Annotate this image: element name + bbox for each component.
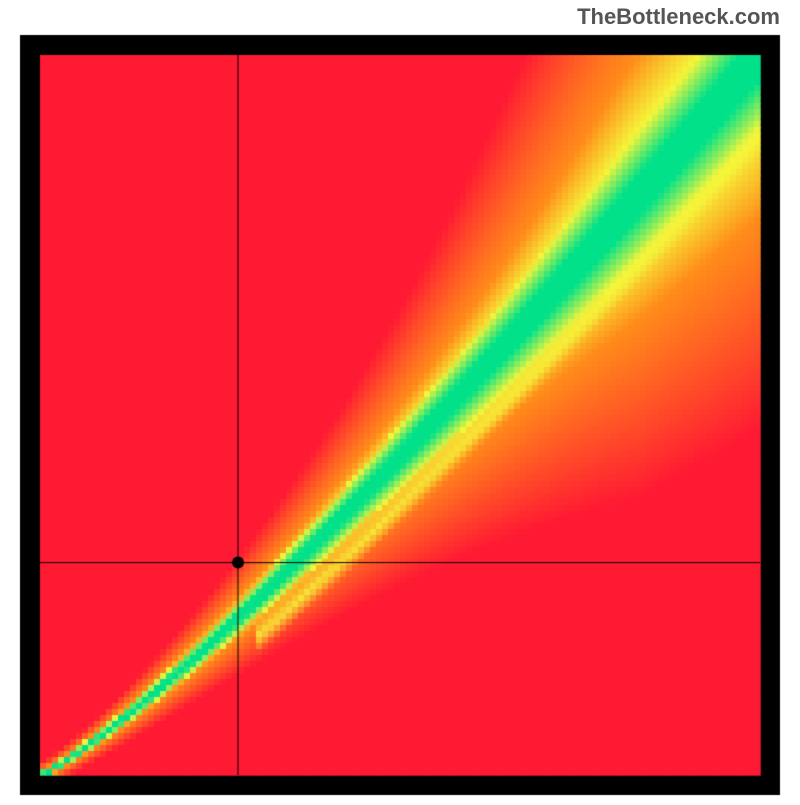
watermark-text: TheBottleneck.com [577, 4, 780, 30]
chart-container: TheBottleneck.com [0, 0, 800, 800]
bottleneck-heatmap [0, 0, 800, 800]
